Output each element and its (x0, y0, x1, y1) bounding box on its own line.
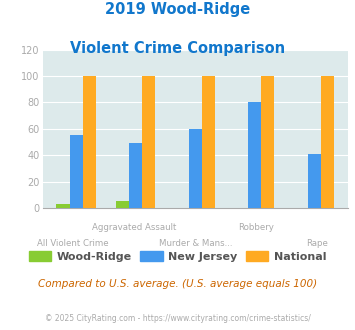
Bar (83, 76, 96, 208)
Bar (308, 154, 321, 208)
Text: Compared to U.S. average. (U.S. average equals 100): Compared to U.S. average. (U.S. average … (38, 279, 317, 289)
Text: Robbery: Robbery (238, 223, 274, 232)
Bar (129, 143, 142, 208)
Bar (202, 76, 215, 208)
Text: Aggravated Assault: Aggravated Assault (92, 223, 176, 232)
Bar (56, 204, 70, 208)
Text: Violent Crime Comparison: Violent Crime Comparison (70, 41, 285, 56)
Text: 2019 Wood-Ridge: 2019 Wood-Ridge (105, 2, 250, 16)
Text: © 2025 CityRating.com - https://www.cityrating.com/crime-statistics/: © 2025 CityRating.com - https://www.city… (45, 314, 310, 323)
Text: Murder & Mans...: Murder & Mans... (158, 239, 232, 248)
Text: All Violent Crime: All Violent Crime (37, 239, 109, 248)
Bar (321, 76, 334, 208)
Bar (189, 129, 202, 208)
Bar (70, 135, 83, 208)
Bar (248, 102, 261, 208)
Bar (142, 76, 155, 208)
Text: Rape: Rape (306, 239, 328, 248)
Legend: Wood-Ridge, New Jersey, National: Wood-Ridge, New Jersey, National (24, 247, 331, 266)
Bar (116, 201, 129, 208)
Bar (261, 76, 274, 208)
